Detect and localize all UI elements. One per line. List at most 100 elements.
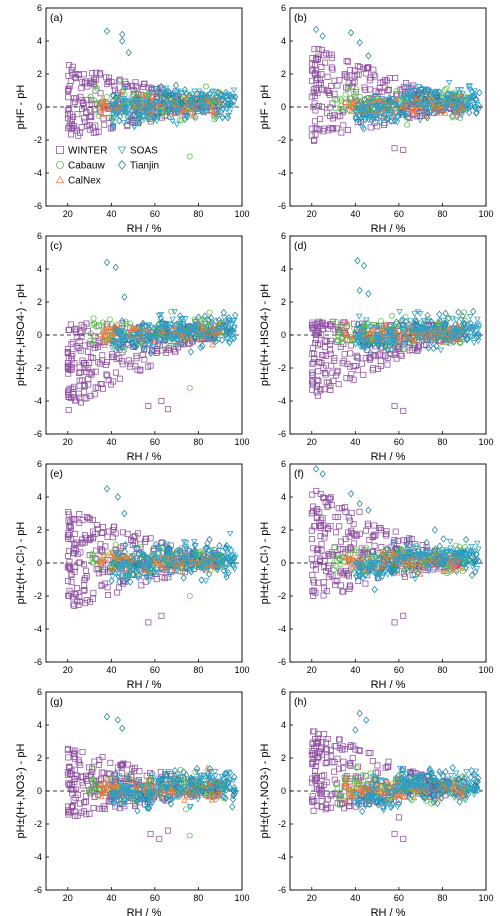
point-soas: [109, 574, 116, 581]
point-cabauw: [413, 542, 420, 549]
x-tick-label: 40: [350, 209, 360, 219]
point-winter: [71, 568, 78, 575]
point-tianjin: [232, 311, 239, 319]
point-soas: [122, 575, 130, 581]
point-winter: [81, 115, 88, 122]
point-winter: [75, 390, 82, 397]
point-soas: [198, 103, 205, 110]
point-calnex: [454, 321, 461, 328]
point-winter: [322, 344, 328, 351]
point-calnex: [451, 91, 458, 98]
point-winter: [81, 586, 88, 593]
point-winter: [325, 574, 332, 581]
point-soas: [173, 121, 181, 128]
point-soas: [472, 106, 480, 113]
point-soas: [464, 547, 471, 554]
point-winter: [71, 98, 78, 105]
point-outlier: [112, 263, 119, 272]
point-soas: [148, 333, 155, 339]
point-cabauw: [410, 341, 416, 348]
point-soas: [436, 332, 443, 339]
point-soas: [148, 109, 156, 116]
point-soas: [122, 106, 129, 112]
point-winter: [67, 785, 74, 792]
point-tianjin: [470, 559, 477, 567]
point-outlier: [103, 258, 111, 267]
point-soas: [383, 559, 391, 566]
point-cabauw: [393, 321, 400, 328]
point-winter: [369, 534, 376, 541]
point-soas: [354, 107, 361, 113]
point-soas: [141, 109, 149, 115]
point-winter: [309, 588, 316, 595]
point-winter: [95, 337, 102, 344]
point-soas: [180, 556, 188, 562]
point-outlier: [164, 406, 171, 413]
point-soas: [225, 113, 232, 119]
point-soas: [407, 318, 415, 325]
point-soas: [138, 551, 146, 558]
point-soas: [420, 326, 428, 333]
point-winter: [129, 765, 136, 772]
point-soas: [445, 548, 452, 555]
point-calnex: [173, 329, 181, 336]
point-winter: [69, 339, 76, 346]
point-tianjin: [220, 319, 227, 328]
point-winter: [98, 769, 105, 776]
point-soas: [469, 333, 476, 340]
point-tianjin: [427, 317, 435, 326]
point-soas: [394, 119, 401, 126]
point-winter: [67, 522, 74, 529]
point-winter: [317, 115, 324, 122]
point-winter: [339, 360, 346, 367]
point-winter: [332, 582, 339, 589]
point-calnex: [427, 101, 434, 108]
point-winter: [66, 763, 73, 770]
point-winter: [349, 80, 356, 87]
point-winter: [372, 353, 379, 360]
point-winter: [351, 540, 358, 547]
point-winter: [328, 83, 335, 89]
point-cabauw: [337, 323, 344, 330]
point-outlier: [347, 489, 355, 498]
point-soas: [123, 572, 130, 579]
point-soas: [120, 96, 128, 103]
point-soas: [427, 99, 434, 106]
point-calnex: [138, 335, 145, 342]
point-winter: [68, 116, 75, 123]
point-soas: [113, 110, 120, 117]
point-soas: [416, 117, 424, 124]
point-soas: [203, 560, 210, 567]
point-soas: [122, 573, 129, 580]
point-winter: [325, 89, 332, 96]
point-winter: [77, 399, 84, 406]
point-soas: [210, 552, 217, 559]
point-soas: [128, 339, 136, 346]
point-winter: [81, 71, 87, 78]
point-winter: [65, 782, 72, 789]
x-axis-label: RH / %: [371, 679, 406, 691]
point-soas: [374, 110, 382, 117]
point-winter: [78, 322, 85, 329]
point-tianjin: [180, 574, 187, 582]
point-cabauw: [129, 93, 136, 100]
point-soas: [213, 95, 220, 101]
point-soas: [399, 323, 406, 330]
point-winter: [86, 370, 93, 377]
point-winter: [346, 533, 353, 540]
point-winter: [349, 83, 356, 90]
point-winter: [338, 129, 345, 136]
point-winter: [318, 71, 325, 78]
point-soas: [443, 556, 450, 563]
point-winter: [360, 371, 367, 378]
point-winter: [342, 72, 349, 79]
point-cabauw: [98, 322, 105, 329]
point-cabauw: [103, 94, 110, 101]
point-winter: [93, 521, 100, 528]
point-winter: [65, 780, 72, 787]
point-tianjin: [470, 307, 477, 316]
point-winter: [340, 341, 347, 347]
point-winter: [385, 87, 392, 94]
point-winter: [317, 385, 324, 392]
